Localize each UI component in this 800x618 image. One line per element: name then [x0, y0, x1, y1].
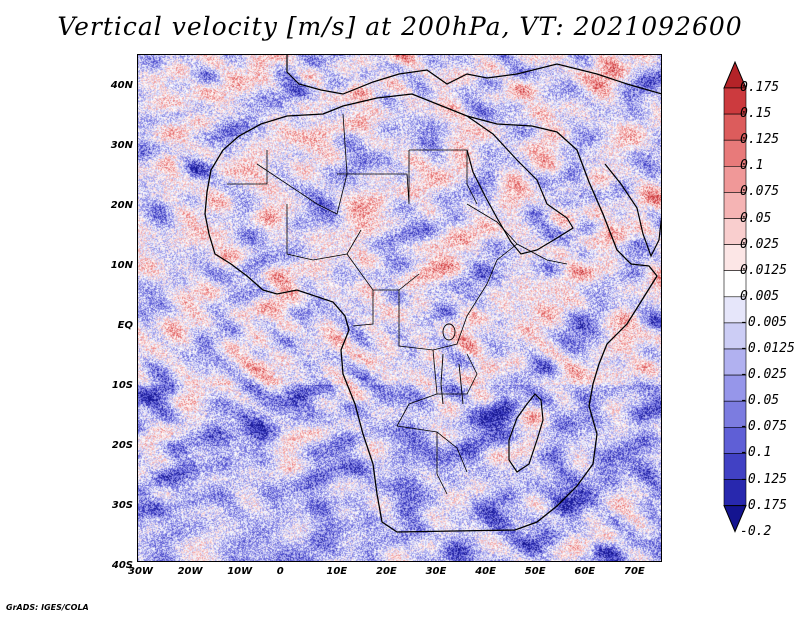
colorbar-label: 0.0125 [740, 262, 787, 278]
colorbar-label: 0.05 [740, 210, 772, 226]
colorbar-label: 0.125 [740, 132, 780, 148]
lat-label-40S: 40S [111, 560, 133, 571]
colorbar-label: -0.005 [740, 314, 787, 330]
map-panel [137, 54, 662, 562]
vertical-velocity-field [137, 54, 662, 562]
lon-label-0: 0 [276, 566, 284, 577]
europe-coastline [286, 54, 662, 95]
india-coastline [604, 163, 662, 258]
lakes [440, 323, 464, 405]
lat-label-30S: 30S [111, 500, 133, 511]
colorbar-bottom-arrow [723, 505, 747, 533]
lon-label-50E: 50E [524, 566, 546, 577]
colorbar-label: -0.0125 [740, 341, 795, 356]
colorbar-label: 0.025 [740, 236, 780, 252]
lon-label-10W: 10W [227, 566, 253, 577]
map-title: Vertical velocity [m/s] at 200hPa, VT: 2… [57, 12, 743, 41]
lat-label-EQ: EQ [117, 320, 133, 331]
colorbar-label: -0.175 [740, 497, 787, 513]
colorbar-label: -0.075 [740, 419, 787, 435]
colorbar-label: 0.175 [740, 80, 780, 95]
colorbar-label: 0.005 [740, 288, 780, 304]
lat-label-10N: 10N [110, 260, 133, 271]
coastline-overlay [204, 54, 662, 533]
lon-label-60E: 60E [574, 566, 596, 577]
africa-coastline [204, 93, 658, 533]
lon-label-30E: 30E [425, 566, 447, 577]
colorbar-label: -0.125 [740, 471, 787, 487]
lon-label-10E: 10E [326, 566, 348, 577]
colorbar-label: 0.15 [740, 106, 772, 122]
colorbar-label: -0.1 [740, 445, 772, 461]
lat-label-20S: 20S [111, 440, 133, 451]
lon-label-70E: 70E [624, 566, 645, 577]
lat-label-10S: 10S [111, 380, 133, 391]
lon-label-20E: 20E [376, 566, 397, 577]
colorbar-label: -0.025 [740, 367, 787, 383]
lon-label-20W: 20W [177, 566, 203, 577]
lon-label-40E: 40E [475, 566, 496, 577]
colorbar-label: -0.05 [740, 393, 780, 409]
grads-credit: GrADS: IGES/COLA [6, 603, 89, 612]
colorbar-label: 0.1 [740, 158, 764, 174]
madagascar-outline [508, 393, 544, 473]
colorbar-label: 0.075 [740, 184, 780, 200]
colorbar-label: -0.2 [740, 523, 772, 539]
lon-label-30W: 30W [128, 566, 153, 577]
lat-label-30N: 30N [110, 140, 133, 151]
lat-label-40N: 40N [110, 80, 133, 91]
lat-label-20N: 20N [110, 200, 133, 211]
country-borders [227, 113, 568, 495]
arabia-coastline [466, 115, 574, 255]
